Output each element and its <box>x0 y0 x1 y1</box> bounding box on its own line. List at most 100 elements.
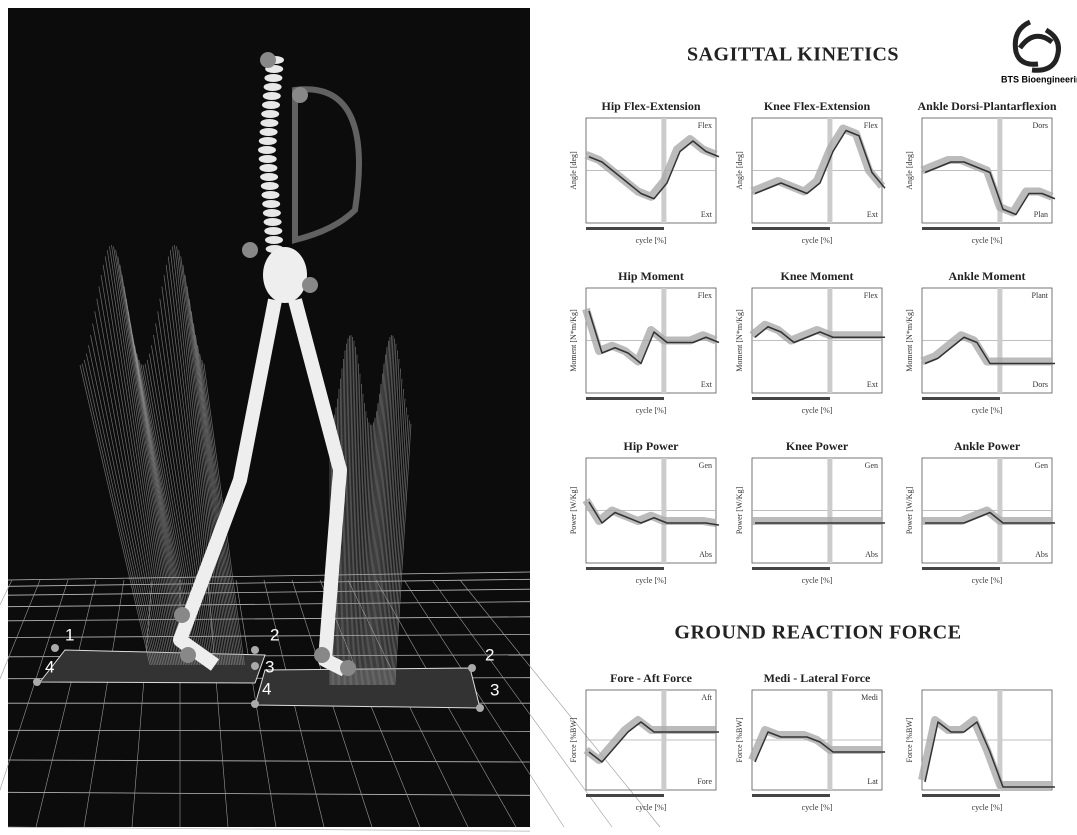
marker <box>292 87 308 103</box>
plot: Knee Flex-ExtensionFlexExtcycle [%]Angle… <box>735 99 885 245</box>
plot-title: Ankle Dorsi-Plantarflexion <box>918 99 1057 113</box>
normative-band <box>922 511 1052 522</box>
plate-corner <box>33 678 41 686</box>
top-label: Gen <box>1035 461 1048 470</box>
stance-bar <box>586 794 664 797</box>
vertebra <box>262 191 280 199</box>
top-label: Gen <box>865 461 878 470</box>
plot: Ankle Dorsi-PlantarflexionDorsPlancycle … <box>905 99 1057 245</box>
toe-off-band <box>827 458 832 563</box>
marker <box>302 277 318 293</box>
plot-title: Medi - Lateral Force <box>764 671 871 685</box>
plot-title: Hip Flex-Extension <box>601 99 700 113</box>
vertebra <box>264 83 282 91</box>
plate-corner <box>251 662 259 670</box>
y-label: Power [W/Kg] <box>569 487 578 535</box>
stance-bar <box>586 567 664 570</box>
marker <box>340 660 356 676</box>
bottom-label: Dors <box>1032 380 1048 389</box>
vertebra <box>260 173 278 181</box>
marker <box>242 242 258 258</box>
bottom-label: Ext <box>701 380 713 389</box>
plot: Knee PowerGenAbscycle [%]Power [W/Kg] <box>735 439 885 585</box>
plot-title: Knee Moment <box>781 269 854 283</box>
stance-bar <box>586 397 664 400</box>
stance-bar <box>586 227 664 230</box>
vertebra <box>263 209 281 217</box>
floor-line <box>8 827 530 831</box>
toe-off-band <box>827 690 832 790</box>
stance-bar <box>922 227 1000 230</box>
marker <box>180 647 196 663</box>
vertebra <box>261 182 279 190</box>
vertebra <box>264 74 282 82</box>
normative-band <box>752 129 882 192</box>
stance-bar <box>752 227 830 230</box>
toe-off-band <box>827 118 832 223</box>
logo-mark <box>1015 22 1058 70</box>
logo-text: BTS Bioengineering <box>1001 74 1077 84</box>
vertebra <box>264 227 282 235</box>
plots: Hip Flex-Extension Flex Ext cycle [%] Angle … <box>569 99 1057 812</box>
plate-label: 4 <box>262 679 271 698</box>
bottom-label: Abs <box>1035 550 1048 559</box>
normative-band <box>922 160 1052 213</box>
x-label: cycle [%] <box>636 406 667 415</box>
bottom-label: Plan <box>1034 210 1048 219</box>
top-label: Gen <box>699 461 712 470</box>
figure: 1234423 SAGITTAL KINETICS BTS Bioenginee… <box>0 0 1077 835</box>
plot: Hip PowerGenAbscycle [%]Power [W/Kg] <box>569 439 719 585</box>
marker <box>174 607 190 623</box>
x-label: cycle [%] <box>636 576 667 585</box>
plot-title: Hip Moment <box>618 269 684 283</box>
toe-off-band <box>997 288 1002 393</box>
report-title: SAGITTAL KINETICS <box>687 44 899 66</box>
x-label: cycle [%] <box>636 803 667 812</box>
vertebra <box>265 236 283 244</box>
vertebra <box>259 155 277 163</box>
stance-bar <box>922 567 1000 570</box>
plate-corner <box>251 646 259 654</box>
normative-band <box>922 720 1052 785</box>
x-label: cycle [%] <box>972 803 1003 812</box>
y-label: Angle [deg] <box>905 151 914 190</box>
toe-off-band <box>661 690 666 790</box>
x-label: cycle [%] <box>972 406 1003 415</box>
top-label: Medi <box>861 693 879 702</box>
stance-bar <box>752 794 830 797</box>
marker <box>260 52 276 68</box>
y-label: Power [W/Kg] <box>735 487 744 535</box>
plot-title: Knee Flex-Extension <box>764 99 871 113</box>
bottom-label: Abs <box>699 550 712 559</box>
vertebra <box>263 92 281 100</box>
normative-band <box>752 730 882 760</box>
plot: Knee MomentFlexExtcycle [%]Moment [N*m/K… <box>735 269 885 415</box>
plot-title: Ankle Moment <box>949 269 1026 283</box>
normative-band <box>586 139 716 197</box>
vertebra <box>260 128 278 136</box>
vertebra <box>264 218 282 226</box>
vertebra <box>262 101 280 109</box>
top-label: Flex <box>698 121 712 130</box>
pelvis <box>263 247 307 303</box>
grf-title: GROUND REACTION FORCE <box>674 622 961 644</box>
vertebra <box>261 110 279 118</box>
plate-label: 3 <box>265 657 274 676</box>
top-label: Aft <box>701 693 712 702</box>
marker <box>314 647 330 663</box>
y-label: Power [W/Kg] <box>905 487 914 535</box>
plate-corner <box>468 664 476 672</box>
plate-label: 2 <box>485 645 494 664</box>
plate-corner <box>51 644 59 652</box>
x-label: cycle [%] <box>802 576 833 585</box>
top-label: Flex <box>864 291 878 300</box>
y-label: Moment [N*m/Kg] <box>569 309 578 372</box>
plate-corner <box>251 700 259 708</box>
plot: cycle [%]Force [%BW] <box>905 690 1055 812</box>
toe-off-band <box>997 458 1002 563</box>
x-label: cycle [%] <box>972 236 1003 245</box>
plate-label: 2 <box>270 625 279 644</box>
vertebra <box>260 119 278 127</box>
vertebra <box>258 146 276 154</box>
